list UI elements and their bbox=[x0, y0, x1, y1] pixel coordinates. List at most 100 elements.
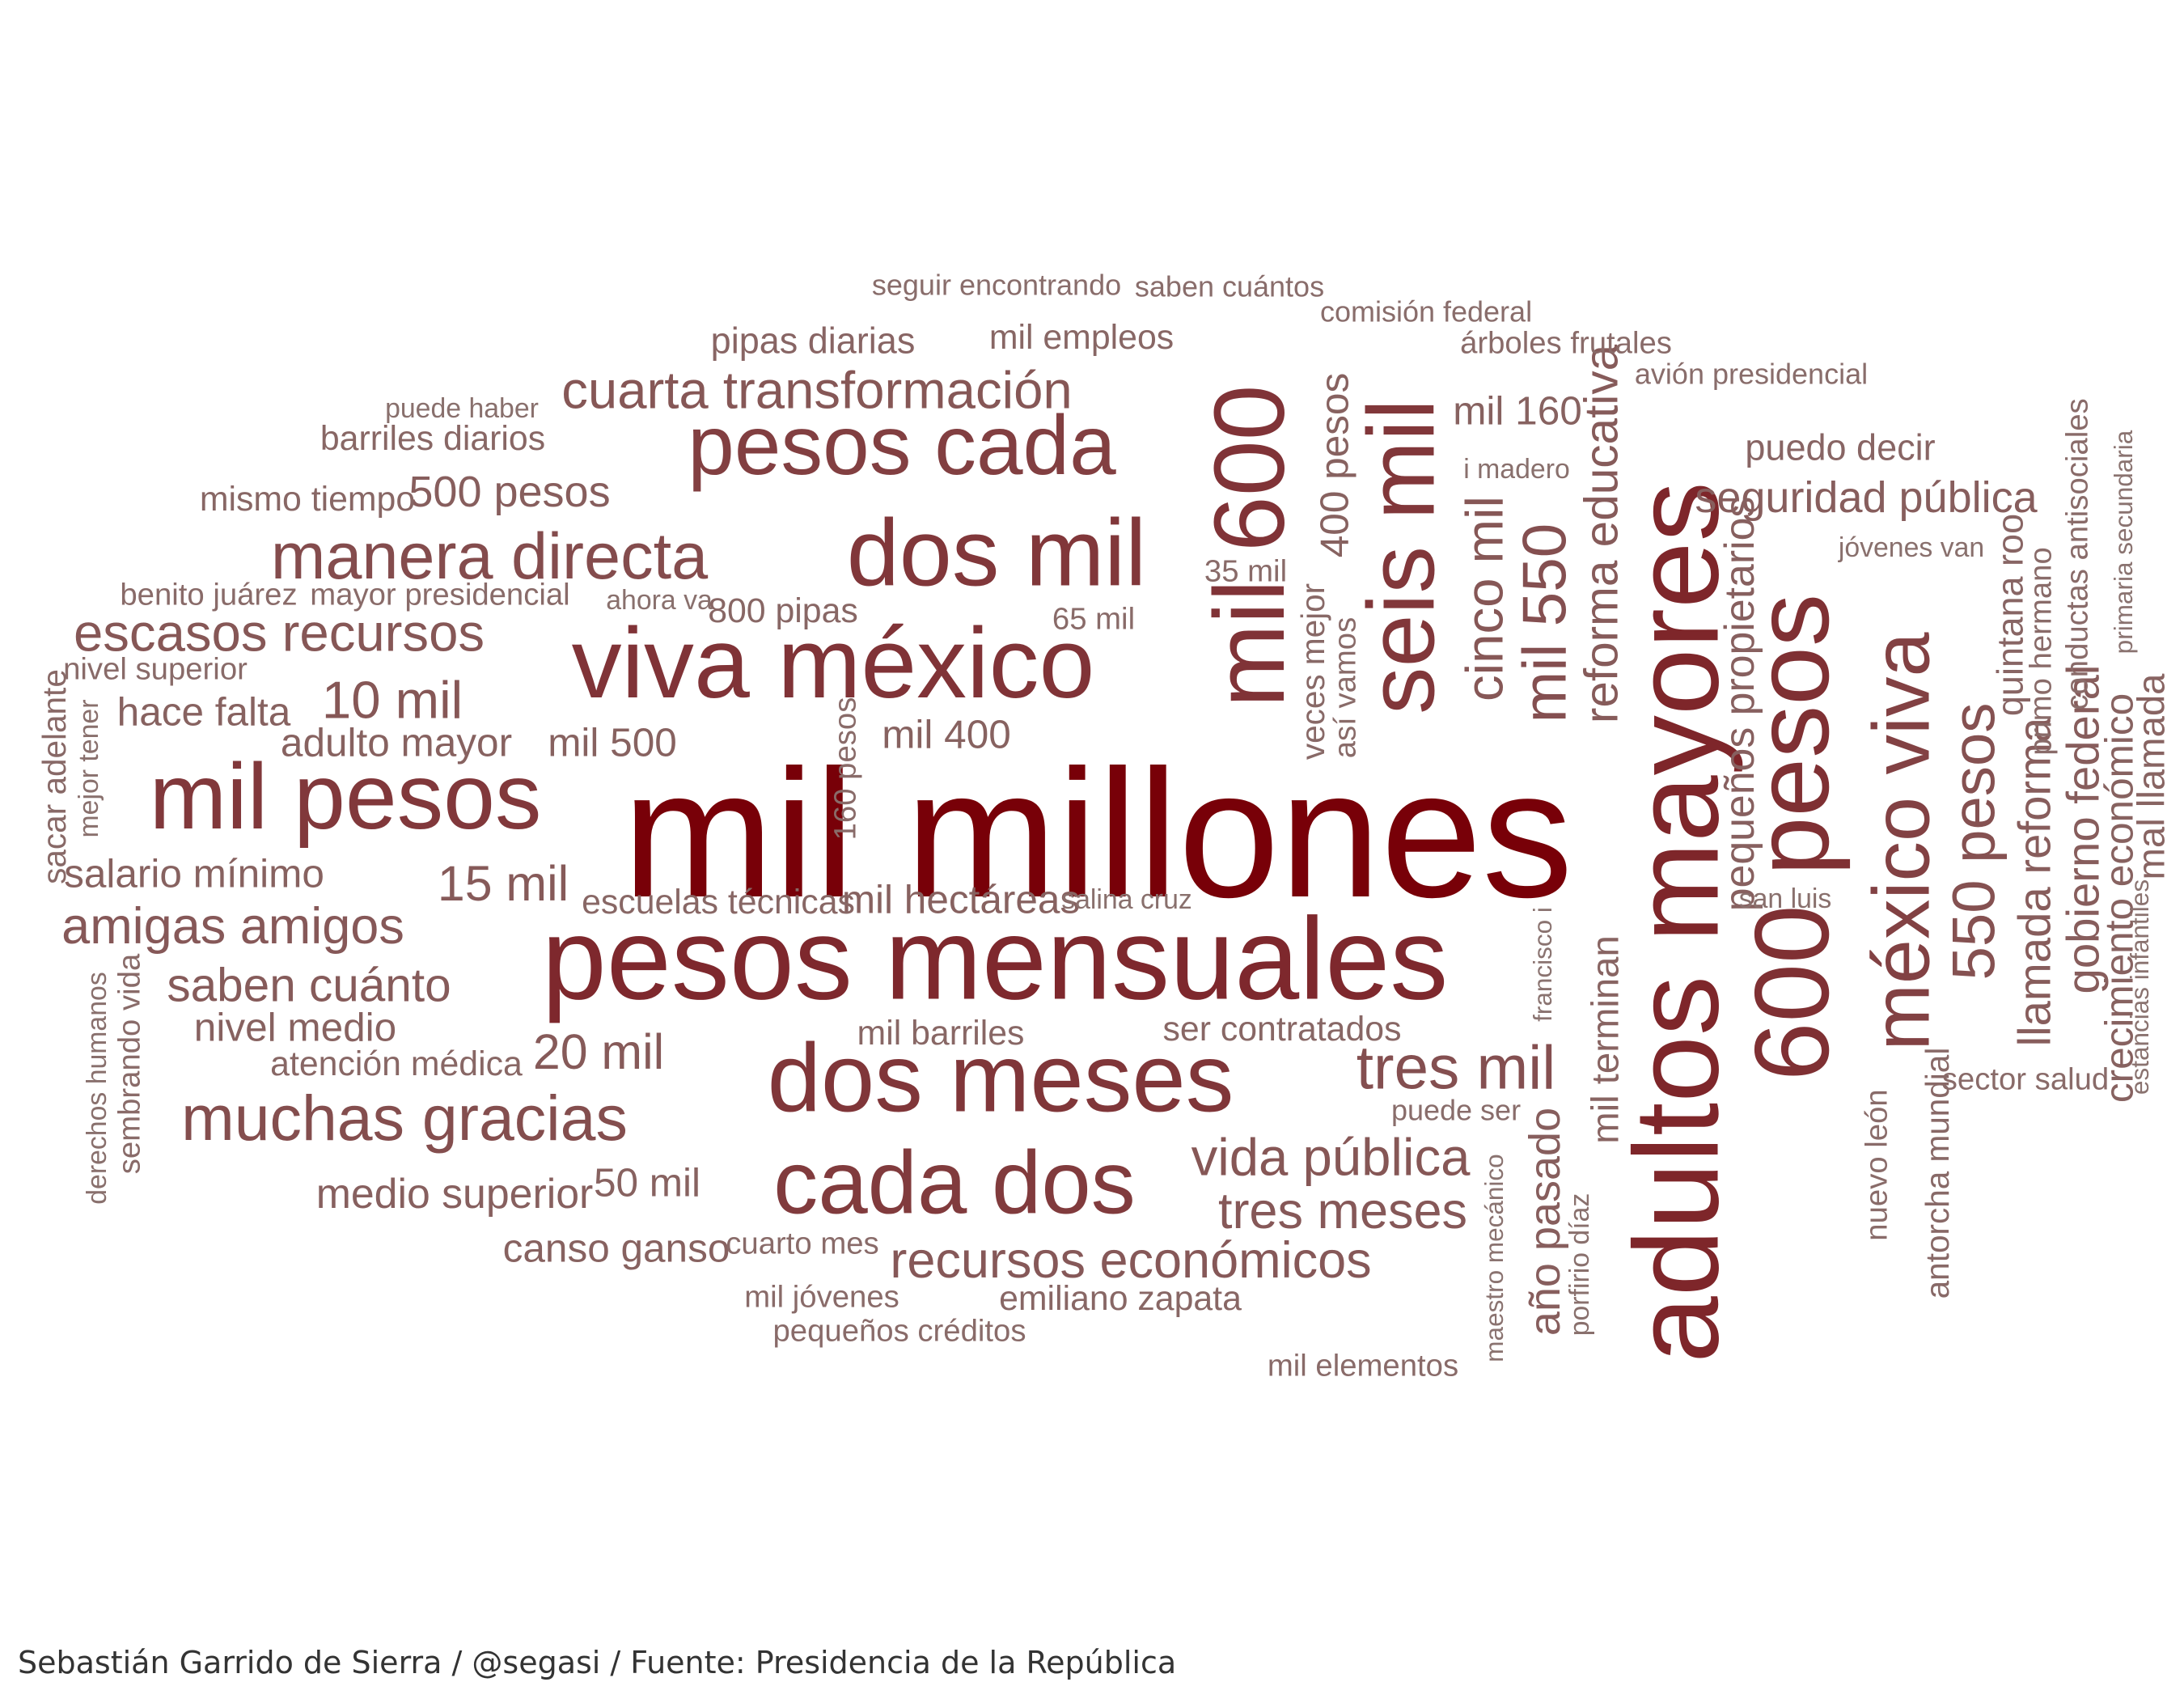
word-mayor-presidencial: mayor presidencial bbox=[310, 578, 569, 612]
word-pequeños-créditos: pequeños créditos bbox=[773, 1314, 1026, 1349]
word-ser-contratados: ser contratados bbox=[1163, 1010, 1402, 1049]
word-cuarto-mes: cuarto mes bbox=[726, 1227, 878, 1261]
word-puede-haber: puede haber bbox=[385, 393, 539, 424]
word-15-mil: 15 mil bbox=[438, 856, 569, 911]
word-mil-550: mil 550 bbox=[1511, 523, 1580, 723]
word-pipas-diarias: pipas diarias bbox=[711, 320, 916, 362]
word-65-mil: 65 mil bbox=[1052, 602, 1135, 637]
word-mil-400: mil 400 bbox=[882, 713, 1011, 757]
word-sacar-adelante: sacar adelante bbox=[36, 669, 73, 884]
word-nuevo-león: nuevo león bbox=[1860, 1089, 1894, 1240]
word-800-pipas: 800 pipas bbox=[708, 591, 858, 630]
source-caption: Sebastián Garrido de Sierra / @segasi / … bbox=[18, 1645, 1177, 1680]
word-pesos-mensuales: pesos mensuales bbox=[542, 894, 1449, 1024]
word-jóvenes-van: jóvenes van bbox=[1838, 532, 1984, 563]
word-benito-juárez: benito juárez bbox=[120, 578, 297, 612]
word-sembrando-vida: sembrando vida bbox=[112, 953, 147, 1174]
word-nivel-medio: nivel medio bbox=[194, 1006, 396, 1050]
word-antorcha-mundial: antorcha mundial bbox=[1919, 1048, 1956, 1299]
word-50-mil: 50 mil bbox=[594, 1161, 700, 1205]
word-dos-mil: dos mil bbox=[847, 500, 1147, 606]
word-hace-falta: hace falta bbox=[117, 690, 291, 735]
word-árboles-frutales: árboles frutales bbox=[1460, 326, 1672, 361]
word-san-luis: san luis bbox=[1739, 883, 1832, 914]
word-400-pesos: 400 pesos bbox=[1313, 373, 1357, 557]
word-primo-hermano: primo hermano bbox=[2024, 547, 2059, 756]
word-llamada-reforma: llamada reforma bbox=[2009, 717, 2060, 1046]
word-mil-jóvenes: mil jóvenes bbox=[744, 1280, 899, 1315]
word-quintana-roo: quintana roo bbox=[1990, 514, 2031, 716]
word-mil-elementos: mil elementos bbox=[1268, 1349, 1458, 1383]
word-muchas-gracias: muchas gracias bbox=[181, 1083, 628, 1154]
word-sector-salud: sector salud bbox=[1942, 1062, 2109, 1097]
word-mil-pesos: mil pesos bbox=[150, 745, 542, 849]
word-comisión-federal: comisión federal bbox=[1320, 295, 1532, 328]
word-mil-empleos: mil empleos bbox=[989, 318, 1174, 357]
word-así-vamos: así vamos bbox=[1328, 617, 1363, 759]
word-adultos-mayores: adultos mayores bbox=[1610, 481, 1744, 1363]
word-mil-barriles: mil barriles bbox=[857, 1014, 1025, 1053]
word-mil-millones: mil millones bbox=[622, 731, 1572, 935]
word-escuelas-técnicas: escuelas técnicas bbox=[582, 883, 855, 922]
word-puedo-decir: puedo decir bbox=[1745, 427, 1935, 468]
word-tres-meses: tres meses bbox=[1218, 1183, 1467, 1239]
word-crecimiento-económico: crecimiento económico bbox=[2097, 693, 2142, 1103]
word-recursos-económicos: recursos económicos bbox=[890, 1232, 1371, 1289]
word-medio-superior: medio superior bbox=[316, 1170, 594, 1217]
word-160-pesos: 160 pesos bbox=[828, 697, 863, 841]
word-tres-mil: tres mil bbox=[1357, 1034, 1556, 1103]
word-porfirio-díaz: porfirio díaz bbox=[1564, 1193, 1595, 1337]
word-canso-ganso: canso ganso bbox=[503, 1227, 730, 1271]
word-vida-pública: vida pública bbox=[1191, 1128, 1471, 1187]
word-veces-mejor: veces mejor bbox=[1294, 583, 1331, 760]
word-600-pesos: 600 pesos bbox=[1733, 594, 1851, 1081]
word-derechos-humanos: derechos humanos bbox=[82, 972, 112, 1204]
word-conductas-antisociales: conductas antisociales bbox=[2060, 398, 2095, 710]
word-mil-600: mil 600 bbox=[1194, 384, 1306, 707]
word-puede-ser: puede ser bbox=[1391, 1094, 1521, 1127]
word-seguridad-pública: seguridad pública bbox=[1695, 473, 2038, 522]
word-estancias-infantiles: estancias infantiles bbox=[2125, 879, 2154, 1095]
word-ahora-va: ahora va bbox=[606, 585, 713, 616]
word-pesos-cada: pesos cada bbox=[688, 398, 1116, 492]
word-mil-hectáreas: mil hectáreas bbox=[842, 878, 1080, 922]
word-adulto-mayor: adulto mayor bbox=[281, 721, 512, 765]
word-mil-160: mil 160 bbox=[1453, 389, 1582, 434]
word-méxico-viva: méxico viva bbox=[1856, 631, 1946, 1050]
word-reforma-educativa: reforma educativa bbox=[1576, 344, 1628, 723]
word-i-madero: i madero bbox=[1463, 454, 1570, 485]
word-atención-médica: atención médica bbox=[270, 1044, 523, 1083]
word-20-mil: 20 mil bbox=[533, 1024, 664, 1079]
word-cinco-mil: cinco mil bbox=[1455, 496, 1514, 701]
word-mal-llamada: mal llamada bbox=[2131, 673, 2173, 880]
word-viva-méxico: viva méxico bbox=[572, 608, 1095, 719]
word-cuarta-transformación: cuarta transformación bbox=[561, 361, 1072, 420]
word-gobierno-federal: gobierno federal bbox=[2058, 665, 2109, 994]
word-escasos-recursos: escasos recursos bbox=[74, 604, 485, 663]
word-nivel-superior: nivel superior bbox=[63, 652, 248, 687]
word-35-mil: 35 mil bbox=[1204, 554, 1287, 589]
word-salario-mínimo: salario mínimo bbox=[64, 852, 324, 896]
word-mejor-tener: mejor tener bbox=[74, 700, 104, 838]
word-saben-cuánto: saben cuánto bbox=[167, 960, 451, 1012]
word-emiliano-zapata: emiliano zapata bbox=[999, 1279, 1242, 1318]
word-mil-500: mil 500 bbox=[548, 721, 677, 765]
word-pequeños-propietarios: pequeños propietarios bbox=[1716, 497, 1763, 912]
word-500-pesos: 500 pesos bbox=[408, 468, 610, 516]
word-amigas-amigos: amigas amigos bbox=[61, 898, 404, 955]
word-10-mil: 10 mil bbox=[322, 671, 463, 730]
word-seis-mil: seis mil bbox=[1348, 399, 1454, 714]
word-saben-cuántos: saben cuántos bbox=[1135, 270, 1324, 303]
word-550-pesos: 550 pesos bbox=[1941, 703, 2008, 981]
word-mil-terminan: mil terminan bbox=[1585, 935, 1627, 1144]
word-dos-meses: dos meses bbox=[768, 1025, 1234, 1133]
word-año-pasado: año pasado bbox=[1521, 1108, 1569, 1336]
word-primaria-secundaria: primaria secundaria bbox=[2109, 430, 2138, 654]
word-mismo-tiempo: mismo tiempo bbox=[200, 480, 415, 519]
word-barriles-diarios: barriles diarios bbox=[320, 419, 545, 458]
word-seguir-encontrando: seguir encontrando bbox=[872, 269, 1121, 302]
word-avión-presidencial: avión presidencial bbox=[1635, 358, 1868, 391]
word-salina-cruz: salina cruz bbox=[1061, 884, 1192, 915]
word-cada-dos: cada dos bbox=[773, 1133, 1136, 1233]
